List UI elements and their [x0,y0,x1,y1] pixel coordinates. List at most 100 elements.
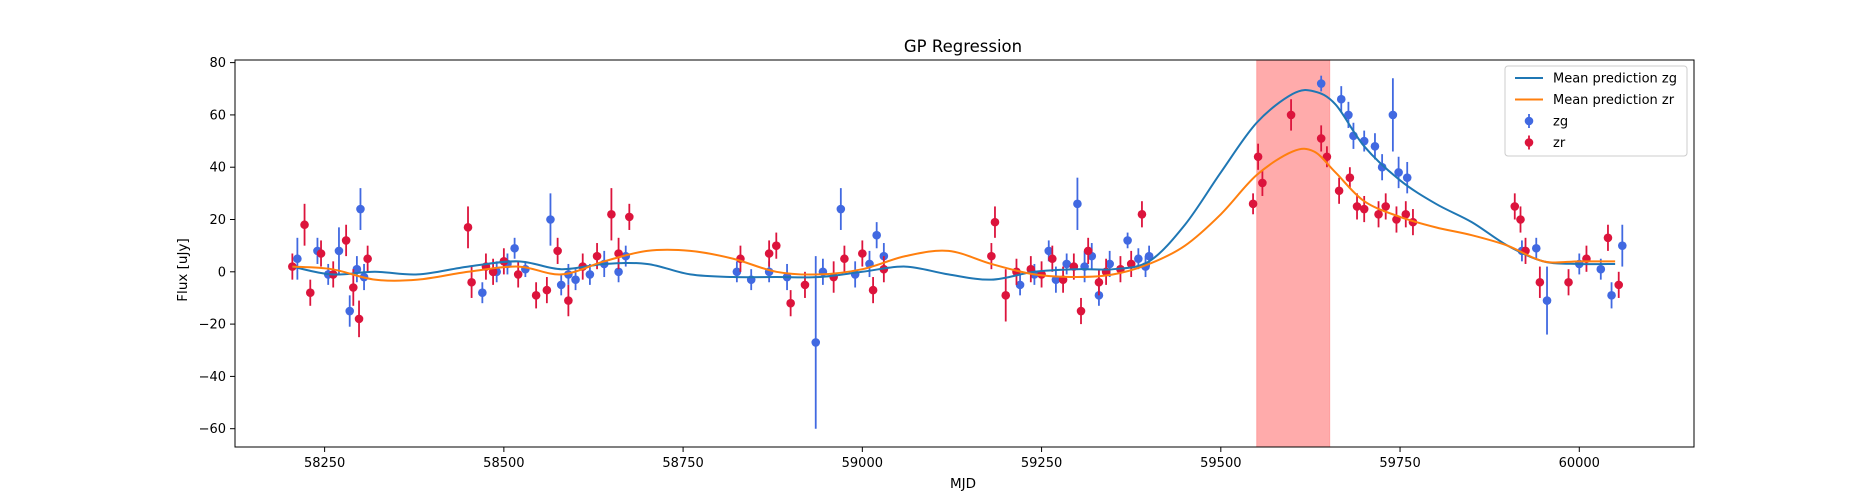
zg-point [614,267,623,277]
zr-point [1083,246,1093,256]
zr-point [1094,277,1104,287]
zr-point [764,249,774,258]
legend-label: zg [1553,115,1568,130]
zr-point [592,251,602,261]
zg-point [1015,280,1025,290]
zr-point [553,246,562,256]
legend-label: zr [1553,136,1566,151]
zg-point [334,246,344,256]
zg-point [1388,110,1398,120]
zg-point [1607,291,1616,300]
zr-point [990,217,1000,227]
zg-point [1144,251,1154,261]
x-axis-label: MJD [950,476,976,492]
x-tick-label: 59500 [1200,456,1241,471]
zr-point [463,223,473,232]
zr-point [1248,199,1258,209]
legend-entry-zg: zg [1524,114,1568,130]
zr-point [987,251,996,261]
zr-point [868,285,878,295]
zg-point [510,243,519,253]
zg-point [1105,259,1114,269]
zr-point [625,212,634,222]
zg-point [1394,168,1403,177]
x-tick-label: 59750 [1379,456,1420,471]
y-tick-label: −60 [199,422,226,437]
legend-marker-swatch [1524,138,1534,147]
zr-point [1137,209,1147,219]
zg-point [732,267,742,277]
y-tick-label: −40 [199,370,226,385]
zg-point [585,270,595,279]
y-axis-label: Flux [uJy] [175,238,191,301]
zr-point [354,314,364,324]
zr-point [840,254,849,264]
y-tick-label: 60 [209,108,226,123]
x-tick-label: 58250 [304,456,345,471]
zr-point [1322,152,1332,162]
zg-point [1134,254,1143,264]
zr-point [1286,110,1296,120]
zr-point [1401,209,1411,219]
zg-point [356,204,365,214]
x-tick-label: 59250 [1021,456,1062,471]
legend-entry-mean-zr: Mean prediction zr [1515,93,1675,108]
zg-point [836,204,846,214]
zr-point [1345,173,1355,182]
legend-label: Mean prediction zg [1553,72,1677,87]
zg-point [1370,141,1380,151]
zr-point [786,298,795,308]
legend-entry-zr: zr [1524,135,1566,151]
zr-point [1614,280,1624,290]
legend-label: Mean prediction zr [1553,93,1675,108]
zg-point [1377,162,1387,172]
zr-point [488,267,498,277]
y-tick-label: 0 [218,265,226,280]
x-tick-label: 60000 [1559,456,1600,471]
zg-point [1073,199,1082,209]
y-tick-label: 80 [209,56,226,71]
zr-point [1316,134,1326,143]
zg-point [1402,173,1412,182]
zg-point [352,264,362,274]
zr-point [1334,186,1344,196]
legend: Mean prediction zg Mean prediction zr zg zr [1504,65,1688,157]
zr-series [288,99,1624,338]
zg-point [571,275,580,284]
zr-point [300,220,309,230]
zr-point [467,277,476,287]
zr-point [363,254,372,264]
y-tick-label: −20 [199,318,226,333]
zr-point [341,236,351,245]
zg-point [1618,241,1627,250]
zg-point [1336,94,1346,104]
zr-point [1258,178,1267,188]
zr-point [1374,209,1383,219]
zg-point [293,254,302,264]
zr-point [316,249,326,258]
zr-point [800,280,810,290]
zg-point [546,215,555,224]
plot-area: 58250 58500 58750 59000 59250 59500 59750 60000… [199,56,1695,471]
zr-mean-line [292,147,1616,282]
zr-point [1076,306,1086,316]
legend-entry-mean-zg: Mean prediction zg [1515,72,1677,87]
zr-point [531,291,541,300]
zg-point [1344,110,1353,120]
zr-point [1359,204,1369,214]
zg-point [1044,246,1054,256]
zg-series [293,75,1627,429]
zr-point [1603,233,1613,243]
zr-point [1001,291,1011,300]
chart-title: GP Regression [904,37,1022,56]
zr-point [1535,277,1545,287]
highlight-band [1256,60,1331,447]
zg-point [1531,243,1541,253]
plot-frame [234,59,1695,448]
zg-point [556,280,566,290]
zr-point [1564,277,1573,287]
zr-point [771,241,781,250]
zr-point [1510,202,1520,211]
zg-point [1062,259,1071,269]
